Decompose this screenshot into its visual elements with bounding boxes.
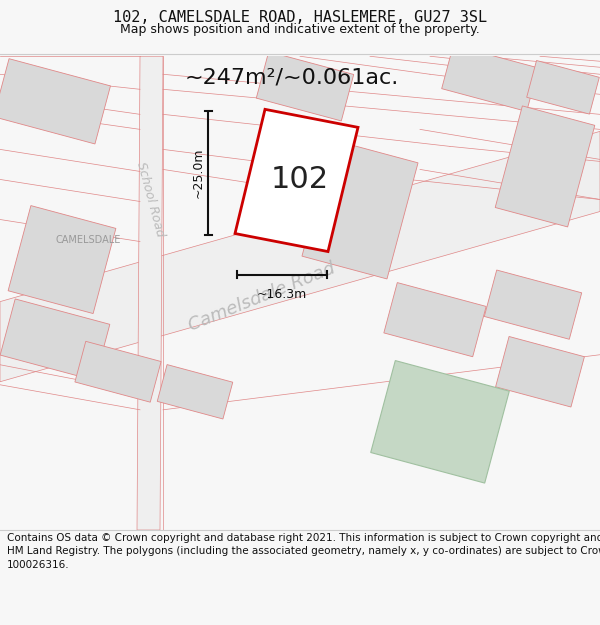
Polygon shape (75, 341, 161, 402)
Text: 102: 102 (271, 165, 329, 194)
Polygon shape (371, 361, 509, 483)
Polygon shape (157, 364, 233, 419)
Polygon shape (0, 59, 110, 144)
Polygon shape (0, 131, 600, 382)
Polygon shape (484, 270, 582, 339)
Text: ~16.3m: ~16.3m (257, 288, 307, 301)
Text: Camelsdale Road: Camelsdale Road (186, 259, 338, 334)
Text: Map shows position and indicative extent of the property.: Map shows position and indicative extent… (120, 24, 480, 36)
Polygon shape (8, 206, 116, 314)
Text: School Road: School Road (134, 161, 166, 238)
Polygon shape (384, 282, 486, 357)
Text: Contains OS data © Crown copyright and database right 2021. This information is : Contains OS data © Crown copyright and d… (7, 533, 600, 569)
Polygon shape (496, 336, 584, 407)
Polygon shape (256, 52, 354, 121)
Text: CAMELSDALE: CAMELSDALE (55, 234, 121, 244)
Polygon shape (302, 140, 418, 279)
Polygon shape (495, 106, 595, 227)
Text: 102, CAMELSDALE ROAD, HASLEMERE, GU27 3SL: 102, CAMELSDALE ROAD, HASLEMERE, GU27 3S… (113, 10, 487, 25)
Polygon shape (527, 61, 599, 114)
Text: ~25.0m: ~25.0m (191, 148, 205, 198)
Polygon shape (0, 299, 110, 381)
Polygon shape (442, 45, 538, 111)
Polygon shape (137, 56, 163, 530)
Polygon shape (235, 109, 358, 251)
Text: ~247m²/~0.061ac.: ~247m²/~0.061ac. (185, 68, 399, 88)
